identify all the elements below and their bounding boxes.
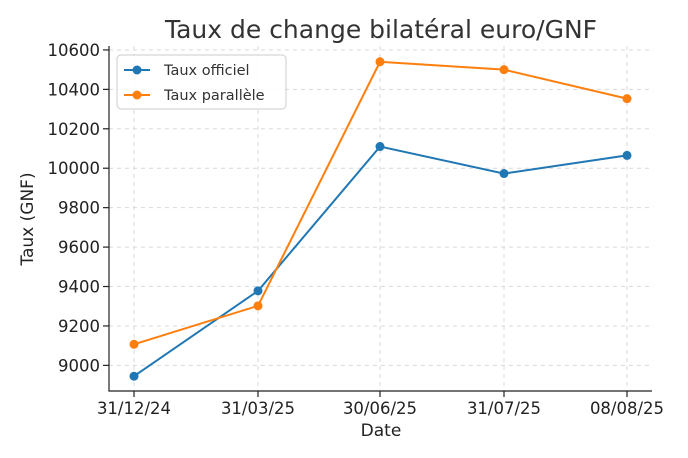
- y-axis: 9000 9200 9400 9600 9800 10000 10200 10400 10600: [48, 41, 109, 375]
- data-point: [129, 371, 139, 381]
- data-point: [622, 94, 632, 104]
- legend-box: [116, 54, 287, 110]
- x-tick-label: 08/08/25: [590, 399, 664, 418]
- legend-label: Taux parallèle: [163, 88, 265, 104]
- x-tick-label: 30/06/25: [343, 399, 417, 418]
- x-tick-label: 31/03/25: [221, 399, 295, 418]
- y-tick-label: 9200: [58, 317, 100, 336]
- legend-marker: [132, 90, 142, 100]
- y-tick-label: 9000: [58, 356, 100, 375]
- x-tick-label: 31/07/25: [467, 399, 541, 418]
- y-tick-label: 10000: [48, 159, 101, 178]
- series-line-0: [133, 145, 628, 378]
- data-point: [129, 339, 139, 349]
- chart-title: Taux de change bilatéral euro/GNF: [164, 15, 597, 44]
- data-point: [622, 150, 632, 160]
- x-axis: 31/12/24 31/03/25 30/06/25 31/07/25 08/08/25: [97, 391, 664, 418]
- legend-label: Taux officiel: [163, 63, 250, 79]
- data-point: [253, 286, 263, 296]
- data-point: [499, 169, 509, 179]
- x-axis-label: Date: [361, 421, 402, 441]
- data-point: [375, 142, 385, 152]
- y-tick-label: 10200: [48, 120, 101, 139]
- data-point: [253, 301, 263, 311]
- y-tick-label: 9400: [58, 278, 100, 297]
- data-point: [375, 57, 385, 67]
- series-layer: [129, 57, 632, 381]
- y-tick-label: 10600: [48, 41, 101, 60]
- legend-marker: [132, 65, 142, 75]
- data-point: [499, 65, 509, 75]
- y-axis-label: Taux (GNF): [18, 172, 38, 266]
- y-tick-label: 10400: [48, 80, 101, 99]
- x-tick-label: 31/12/24: [97, 399, 171, 418]
- legend: Taux officiel Taux parallèle: [116, 54, 287, 110]
- y-tick-label: 9600: [58, 238, 100, 257]
- y-tick-label: 9800: [58, 199, 100, 218]
- axes-spine: [108, 46, 652, 392]
